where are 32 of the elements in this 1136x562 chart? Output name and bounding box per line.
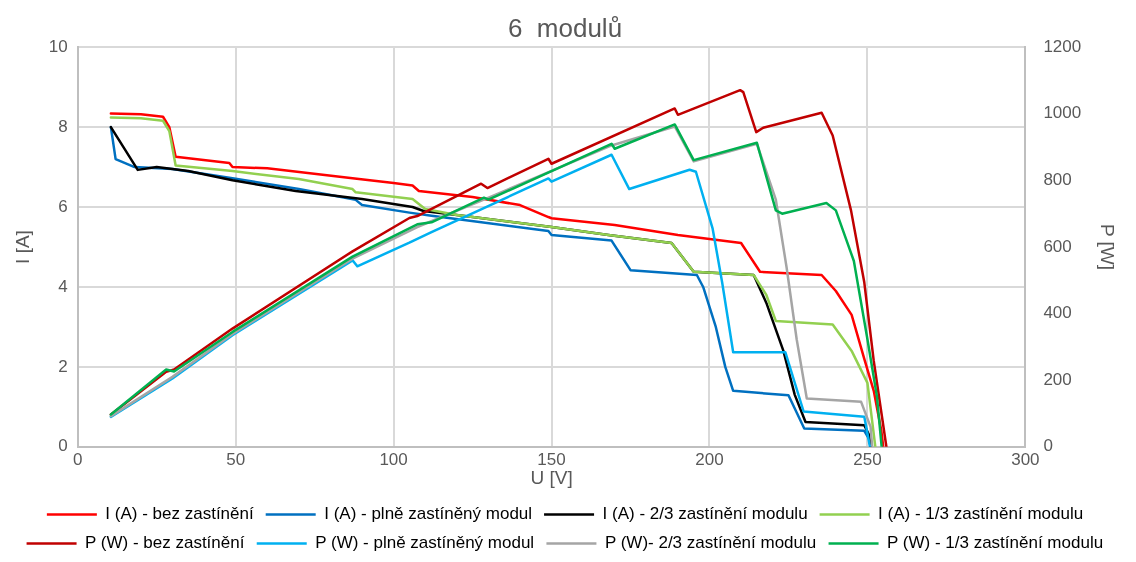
x-tick-label: 0 xyxy=(72,449,83,469)
x-axis-title: U [V] xyxy=(530,466,573,488)
legend-label: I (A) - bez zastínění xyxy=(105,504,254,524)
y-tick-label: 10 xyxy=(48,36,68,56)
y-tick-label: 4 xyxy=(58,276,68,296)
y-tick-label: 2 xyxy=(58,356,68,376)
x-tick-label: 200 xyxy=(695,449,724,469)
x-tick-label: 300 xyxy=(1011,449,1040,469)
y-axis-title: I [A] xyxy=(11,230,33,264)
legend-label: P (W) - bez zastínění xyxy=(85,533,245,553)
y2-tick-label: 200 xyxy=(1043,369,1072,389)
legend-label: I (A) - 1/3 zastínění modulu xyxy=(878,504,1084,524)
y2-tick-label: 600 xyxy=(1043,236,1072,256)
chart-title: 6 modulů xyxy=(507,12,623,43)
y-tick-label: 8 xyxy=(58,116,68,136)
y2-axis-title: P [W] xyxy=(1097,223,1119,271)
y2-tick-label: 400 xyxy=(1043,303,1072,323)
legend-label: P (W) - plně zastíněný modul xyxy=(315,533,535,553)
y2-tick-label: 0 xyxy=(1043,436,1053,456)
y-tick-label: 0 xyxy=(58,436,68,456)
y2-tick-label: 800 xyxy=(1043,170,1072,190)
legend-label: P (W)- 2/3 zastínění modulu xyxy=(604,533,817,553)
y-tick-label: 6 xyxy=(58,196,68,216)
legend-label: P (W) - 1/3 zastínění modulu xyxy=(887,533,1104,553)
x-tick-label: 250 xyxy=(853,449,882,469)
x-tick-label: 100 xyxy=(379,449,408,469)
legend-label: I (A) - plně zastíněný modul xyxy=(324,504,533,524)
y2-tick-label: 1000 xyxy=(1043,103,1082,123)
legend-label: I (A) - 2/3 zastínění modulu xyxy=(602,504,808,524)
x-tick-label: 50 xyxy=(226,449,246,469)
x-tick-label: 150 xyxy=(537,449,566,469)
y2-tick-label: 1200 xyxy=(1043,36,1082,56)
